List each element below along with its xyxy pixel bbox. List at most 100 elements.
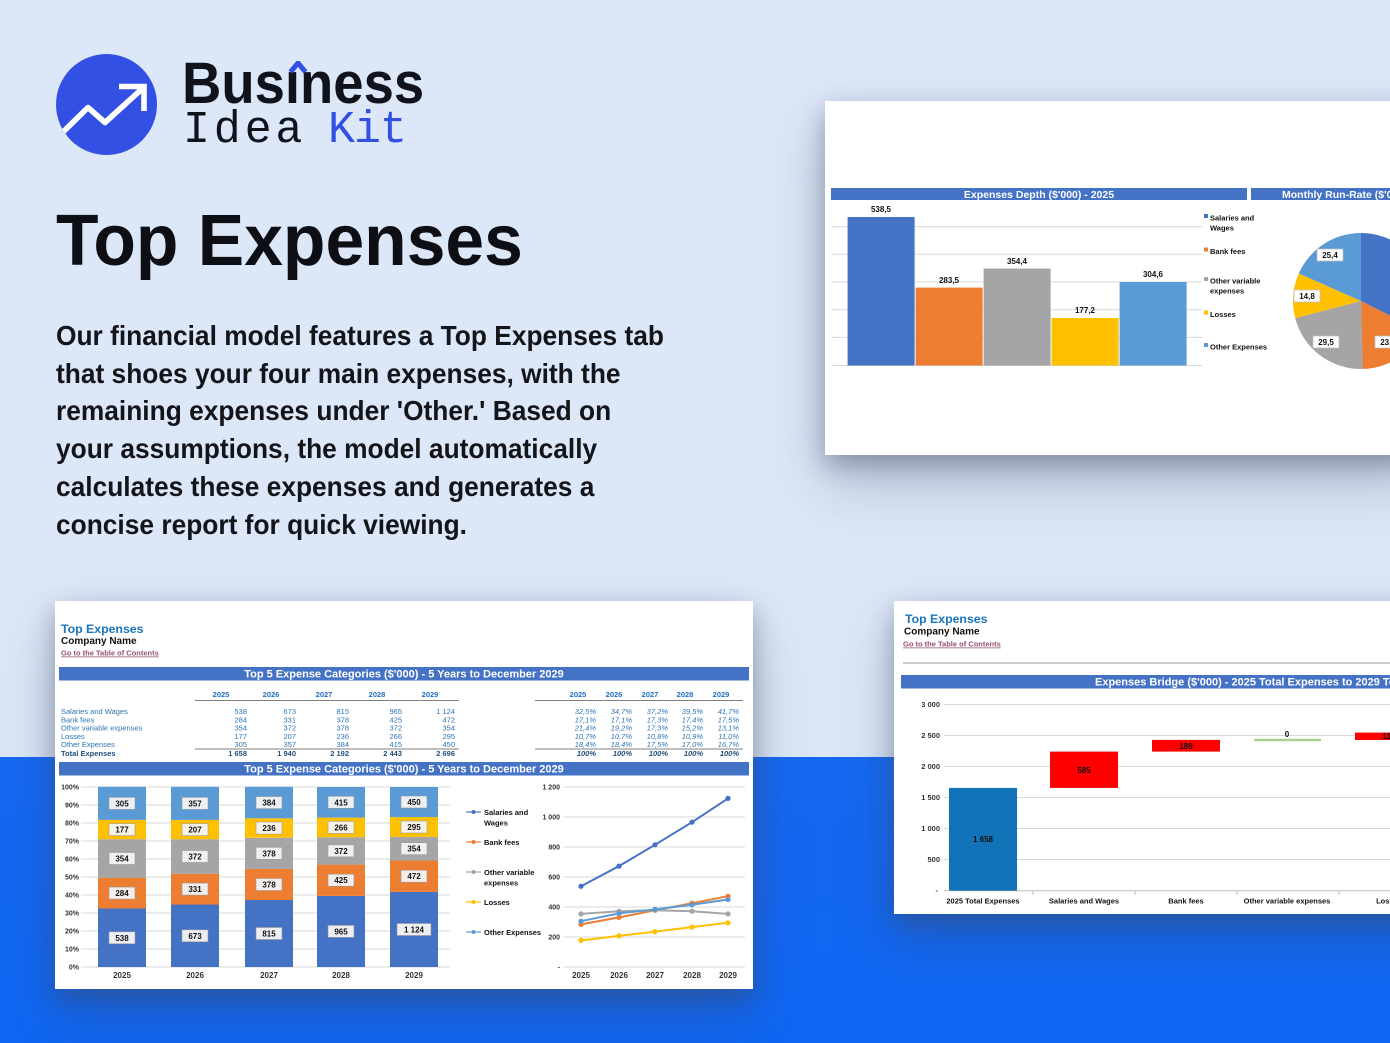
svg-text:372: 372 (389, 724, 402, 733)
svg-text:378: 378 (336, 715, 349, 724)
svg-text:100%: 100% (684, 749, 704, 758)
svg-text:331: 331 (188, 885, 202, 894)
svg-text:Top 5 Expense Categories ($'00: Top 5 Expense Categories ($'000) - 5 Yea… (244, 669, 564, 681)
svg-text:Other variable expenses: Other variable expenses (61, 724, 143, 733)
svg-text:Wages: Wages (484, 819, 508, 828)
svg-text:Expenses Depth ($'000) - 2025: Expenses Depth ($'000) - 2025 (964, 189, 1114, 201)
svg-text:472: 472 (407, 872, 421, 881)
svg-text:0: 0 (1285, 730, 1290, 739)
svg-text:357: 357 (283, 740, 296, 749)
svg-text:2027: 2027 (642, 690, 659, 699)
svg-text:Top Expenses: Top Expenses (905, 612, 988, 626)
svg-text:Other Expenses: Other Expenses (1210, 343, 1267, 352)
svg-text:10,7%: 10,7% (611, 732, 633, 741)
svg-text:305: 305 (115, 799, 129, 808)
svg-text:2 000: 2 000 (921, 762, 940, 771)
svg-text:2025: 2025 (570, 690, 587, 699)
svg-text:177: 177 (234, 732, 247, 741)
svg-text:-: - (558, 965, 561, 972)
svg-text:-: - (936, 886, 939, 895)
svg-text:Losses: Losses (1210, 310, 1236, 319)
svg-text:100%: 100% (613, 749, 633, 758)
svg-text:80%: 80% (65, 821, 80, 828)
svg-text:10%: 10% (65, 947, 80, 954)
svg-text:41,7%: 41,7% (718, 707, 740, 716)
svg-text:400: 400 (548, 905, 560, 912)
svg-text:Losses: Losses (484, 898, 510, 907)
svg-text:17,4%: 17,4% (682, 715, 704, 724)
svg-text:10,9%: 10,9% (682, 732, 704, 741)
svg-text:Salaries and: Salaries and (484, 808, 529, 817)
svg-text:284: 284 (115, 889, 129, 898)
svg-text:378: 378 (336, 724, 349, 733)
svg-text:Top Expenses: Top Expenses (61, 622, 144, 636)
svg-text:Go to the Table of Contents: Go to the Table of Contents (903, 640, 1001, 649)
svg-text:Company Name: Company Name (904, 627, 980, 638)
svg-text:2028: 2028 (683, 971, 701, 980)
svg-text:18,4%: 18,4% (611, 740, 633, 749)
svg-text:21,4%: 21,4% (574, 724, 597, 733)
svg-text:378: 378 (262, 881, 276, 890)
svg-text:Bank fees: Bank fees (1210, 247, 1245, 256)
svg-text:17,3%: 17,3% (647, 724, 669, 733)
svg-text:13,1%: 13,1% (718, 724, 740, 733)
svg-text:305: 305 (234, 740, 247, 749)
svg-text:384: 384 (262, 799, 276, 808)
svg-text:2028: 2028 (369, 690, 386, 699)
svg-text:17,0%: 17,0% (682, 740, 704, 749)
svg-text:Bank fees: Bank fees (61, 715, 95, 724)
svg-text:2025 Total Expenses: 2025 Total Expenses (946, 897, 1019, 906)
svg-text:29,5: 29,5 (1318, 338, 1334, 347)
svg-text:2026: 2026 (606, 690, 623, 699)
svg-text:1 658: 1 658 (228, 749, 247, 758)
svg-text:538,5: 538,5 (871, 205, 892, 214)
svg-text:2 192: 2 192 (330, 749, 349, 758)
svg-text:304,6: 304,6 (1143, 270, 1164, 279)
svg-text:354: 354 (115, 855, 129, 864)
svg-text:Losses: Losses (61, 732, 85, 741)
svg-text:538: 538 (234, 707, 247, 716)
svg-text:585: 585 (1077, 766, 1091, 775)
svg-text:815: 815 (262, 930, 276, 939)
svg-text:14,8: 14,8 (1299, 292, 1315, 301)
svg-text:2026: 2026 (610, 971, 628, 980)
svg-text:295: 295 (407, 823, 421, 832)
svg-text:16,7%: 16,7% (718, 740, 740, 749)
svg-text:19,2%: 19,2% (611, 724, 633, 733)
svg-text:Losses: Losses (1376, 897, 1390, 906)
svg-text:415: 415 (389, 740, 402, 749)
svg-text:1 658: 1 658 (973, 835, 994, 844)
svg-text:2026: 2026 (186, 971, 204, 980)
svg-text:70%: 70% (65, 839, 80, 846)
svg-text:17,3%: 17,3% (647, 715, 669, 724)
svg-text:600: 600 (548, 875, 560, 882)
svg-text:17,5%: 17,5% (718, 715, 740, 724)
svg-text:1 000: 1 000 (921, 824, 940, 833)
svg-text:25,4: 25,4 (1322, 251, 1338, 260)
svg-text:2027: 2027 (646, 971, 664, 980)
svg-text:Wages: Wages (1210, 224, 1234, 233)
svg-text:189: 189 (1179, 742, 1193, 751)
svg-text:673: 673 (188, 932, 202, 941)
svg-text:Company Name: Company Name (61, 636, 137, 647)
svg-text:177,2: 177,2 (1075, 306, 1096, 315)
svg-text:266: 266 (389, 732, 402, 741)
svg-text:415: 415 (334, 798, 348, 807)
svg-text:331: 331 (283, 715, 296, 724)
svg-text:0%: 0% (69, 965, 80, 972)
svg-text:100%: 100% (720, 749, 740, 758)
svg-text:425: 425 (389, 715, 402, 724)
svg-text:284: 284 (234, 715, 247, 724)
svg-text:17,1%: 17,1% (575, 715, 597, 724)
svg-text:39,5%: 39,5% (682, 707, 704, 716)
svg-text:1 500: 1 500 (921, 793, 940, 802)
svg-text:Total Expenses: Total Expenses (61, 749, 115, 758)
svg-text:20%: 20% (65, 929, 80, 936)
svg-text:100%: 100% (61, 785, 80, 792)
svg-text:500: 500 (927, 855, 940, 864)
svg-text:118: 118 (1383, 732, 1390, 741)
svg-text:2029: 2029 (719, 971, 737, 980)
svg-text:354,4: 354,4 (1007, 257, 1028, 266)
svg-text:207: 207 (188, 826, 202, 835)
svg-text:Salaries and Wages: Salaries and Wages (1049, 897, 1119, 906)
